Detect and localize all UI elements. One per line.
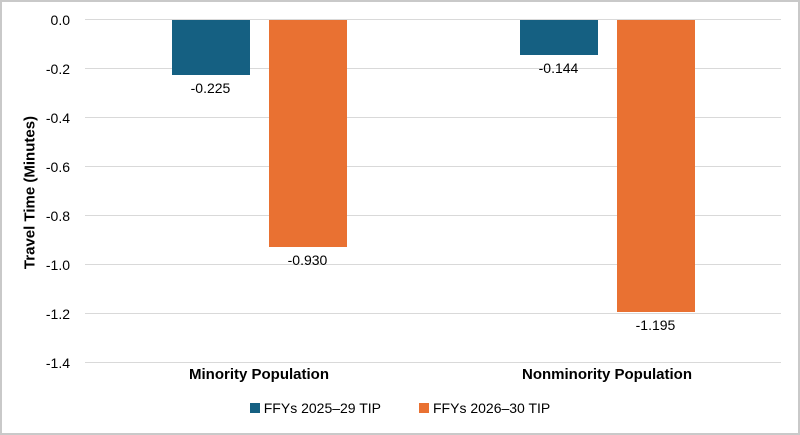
gridline	[85, 68, 781, 69]
legend-item: FFYs 2026–30 TIP	[419, 400, 550, 416]
y-tick-label: -1.2	[45, 305, 70, 322]
bar-value-label: -0.930	[287, 252, 328, 269]
bar	[519, 19, 598, 55]
bar-value-label: -0.225	[190, 79, 231, 96]
gridline	[85, 215, 781, 216]
y-tick-label: -1.4	[45, 354, 70, 371]
y-tick-label: -0.4	[45, 109, 70, 126]
gridline	[85, 166, 781, 167]
y-axis-title: Travel Time (Minutes)	[21, 115, 39, 270]
gridline	[85, 313, 781, 314]
y-tick-label: -0.8	[45, 207, 70, 224]
gridline	[85, 19, 781, 20]
bar-value-label: -1.195	[635, 317, 676, 334]
y-tick-label: -0.6	[45, 158, 70, 175]
legend-swatch-series1-icon	[249, 403, 260, 413]
legend-swatch-series2-icon	[419, 403, 429, 413]
legend: FFYs 2025–29 TIP FFYs 2026–30 TIP	[2, 398, 798, 418]
category-label: Minority Population	[189, 366, 329, 383]
legend-label-series2: FFYs 2026–30 TIP	[433, 400, 551, 416]
bar	[268, 19, 347, 248]
legend-item: FFYs 2025–29 TIP	[249, 400, 381, 416]
gridline	[85, 362, 781, 363]
y-tick-label: -0.2	[45, 60, 70, 77]
bar	[171, 19, 250, 75]
gridline	[85, 117, 781, 118]
category-label: Nonminority Population	[522, 366, 692, 383]
gridline	[85, 264, 781, 265]
bar	[616, 19, 695, 313]
bar-value-label: -0.144	[538, 59, 579, 76]
y-tick-label: 0.0	[50, 11, 70, 28]
y-tick-label: -1.0	[45, 256, 70, 273]
legend-label-series1: FFYs 2025–29 TIP	[263, 400, 381, 416]
